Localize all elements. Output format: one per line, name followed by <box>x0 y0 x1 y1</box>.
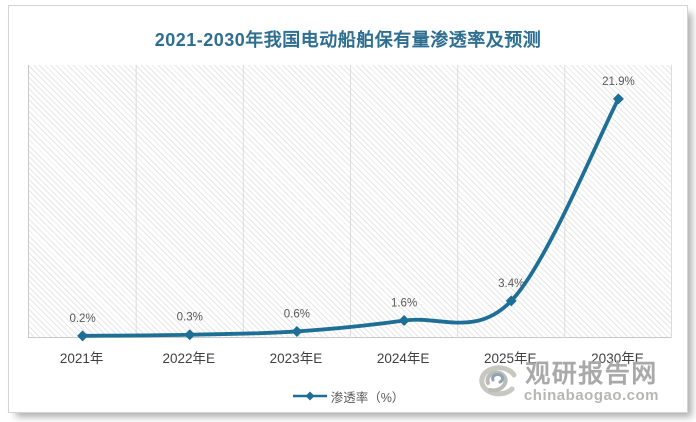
data-point-marker <box>398 315 410 327</box>
x-axis-label: 2023年E <box>269 351 323 366</box>
data-label: 0.2% <box>69 313 95 325</box>
legend-line-marker-icon <box>292 391 327 401</box>
watermark-domain: chinabaogao.com <box>523 387 659 404</box>
watermark: 观研报告网 chinabaogao.com <box>476 359 659 404</box>
watermark-text-block: 观研报告网 chinabaogao.com <box>523 359 659 404</box>
data-point-marker <box>77 330 89 342</box>
x-axis-label: 2021年 <box>59 351 104 366</box>
plot-area: 0.2% 0.3% 0.6% 1.6% 3.4% 21.9% <box>28 65 672 342</box>
legend: 渗透率（%） <box>9 387 687 405</box>
chart-panel: 2021-2030年我国电动船舶保有量渗透率及预测 0.2% 0.3% 0.6% 1.… <box>8 5 688 413</box>
line-chart: 0.2% 0.3% 0.6% 1.6% 3.4% 21.9% <box>69 65 672 342</box>
x-axis-label: 2024年E <box>376 351 430 366</box>
data-point-marker <box>291 325 303 337</box>
data-label: 0.6% <box>284 308 310 320</box>
x-axis-label: 2022年E <box>162 351 216 366</box>
x-axis-labels: 2021年 2022年E 2023年E 2024年E 2025年E 2030年E <box>28 347 671 367</box>
legend-label: 渗透率（%） <box>330 390 405 405</box>
data-point-marker <box>505 295 517 307</box>
watermark-name: 观研报告网 <box>525 359 658 388</box>
watermark-logo-icon <box>479 365 517 397</box>
data-point-marker <box>184 329 196 341</box>
x-axis-label: 2025年E <box>484 351 537 366</box>
data-label: 21.9% <box>602 76 635 88</box>
data-label: 1.6% <box>391 298 417 310</box>
data-point-marker <box>612 93 624 105</box>
data-label: 3.4% <box>498 278 524 290</box>
chart-title: 2021-2030年我国电动船舶保有量渗透率及预测 <box>154 30 542 50</box>
data-label: 0.3% <box>177 312 203 324</box>
x-axis-label: 2030年E <box>591 351 644 366</box>
